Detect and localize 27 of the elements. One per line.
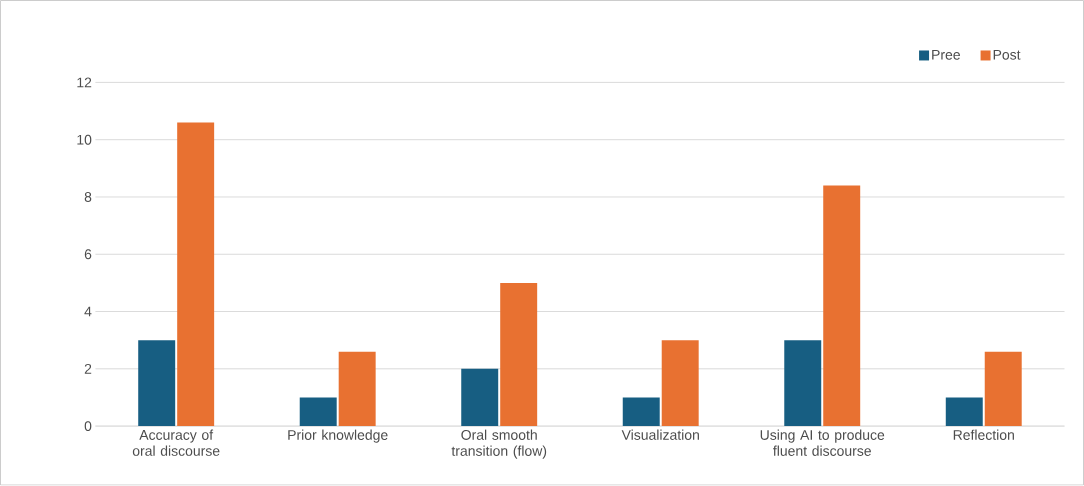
legend-label: Post: [993, 50, 1021, 60]
x-tick-label: Prior knowledge: [288, 429, 388, 443]
x-tick-label: Accuracy of oral discourse: [132, 429, 220, 457]
bar: [784, 340, 822, 427]
y-tick-label: 0: [84, 421, 92, 432]
bar: [500, 283, 538, 427]
bar: [945, 397, 983, 427]
x-tick-label: Using AI to produce fluent discourse: [760, 429, 885, 457]
bar: [138, 340, 176, 427]
y-tick-label: 10: [77, 134, 92, 145]
y-tick-label: 2: [84, 364, 92, 374]
x-tick-label: Oral smooth transition (flow): [451, 429, 547, 459]
y-tick-label: 8: [84, 192, 92, 203]
bar: [622, 397, 660, 427]
y-tick-label: 4: [84, 306, 92, 317]
y-tick-label: 12: [77, 77, 92, 88]
legend-label: Pree: [932, 50, 960, 60]
bar: [299, 397, 337, 427]
bar: [823, 185, 861, 427]
bar: [461, 369, 499, 427]
x-tick-label: Reflection: [953, 429, 1014, 441]
bar: [338, 351, 376, 427]
bar: [177, 122, 215, 427]
bar: [661, 340, 699, 427]
y-tick-label: 6: [84, 249, 92, 260]
x-tick-label: Visualization: [621, 429, 699, 441]
bar: [984, 351, 1022, 427]
